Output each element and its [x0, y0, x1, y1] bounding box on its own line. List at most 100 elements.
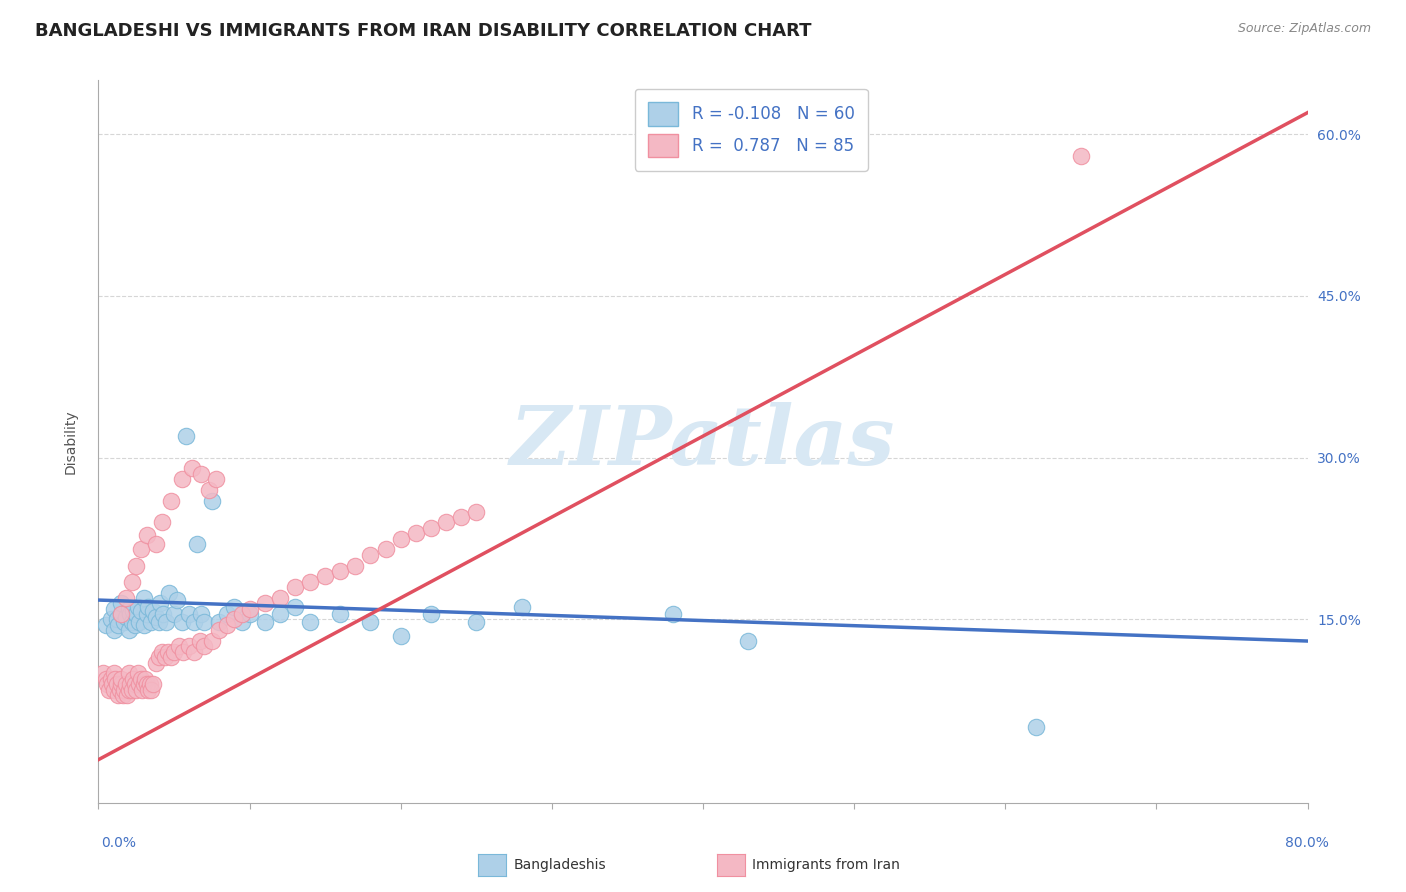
Point: [1070, 149, 1092, 163]
Point: [136, 599, 159, 614]
Point: [108, 682, 131, 697]
Point: [159, 585, 181, 599]
Point: [420, 607, 443, 621]
Point: [96, 677, 118, 691]
Point: [253, 615, 276, 629]
Point: [155, 615, 177, 629]
Point: [465, 615, 488, 629]
Text: 0.0%: 0.0%: [101, 836, 136, 850]
Point: [183, 645, 205, 659]
Point: [156, 645, 179, 659]
Point: [389, 532, 412, 546]
Point: [269, 607, 291, 621]
Point: [224, 599, 246, 614]
Point: [141, 615, 163, 629]
Point: [405, 526, 427, 541]
Point: [239, 601, 262, 615]
Point: [215, 618, 238, 632]
Point: [122, 672, 145, 686]
Point: [167, 640, 190, 654]
Point: [103, 666, 125, 681]
Point: [197, 483, 219, 497]
Point: [205, 472, 228, 486]
Point: [329, 564, 352, 578]
Point: [224, 612, 246, 626]
Point: [172, 645, 194, 659]
Point: [120, 607, 142, 621]
Point: [190, 607, 212, 621]
Point: [160, 650, 183, 665]
Point: [450, 510, 472, 524]
Point: [186, 537, 208, 551]
Point: [170, 615, 193, 629]
Point: [231, 615, 253, 629]
Point: [112, 615, 135, 629]
Point: [299, 574, 322, 589]
Text: Bangladeshis: Bangladeshis: [513, 858, 606, 872]
Point: [145, 656, 167, 670]
Point: [103, 682, 125, 697]
Point: [215, 607, 238, 621]
Point: [132, 591, 155, 605]
Point: [128, 615, 150, 629]
Point: [121, 574, 143, 589]
Point: [135, 677, 157, 691]
Point: [129, 672, 152, 686]
Point: [125, 558, 148, 573]
Point: [122, 604, 145, 618]
Point: [139, 677, 162, 691]
Point: [148, 650, 170, 665]
Point: [135, 607, 157, 621]
Point: [142, 677, 165, 691]
Point: [128, 677, 150, 691]
Point: [118, 666, 141, 681]
Point: [104, 672, 127, 686]
Point: [434, 516, 457, 530]
Text: Source: ZipAtlas.com: Source: ZipAtlas.com: [1237, 22, 1371, 36]
Point: [314, 569, 336, 583]
Point: [107, 688, 129, 702]
Point: [160, 493, 183, 508]
Point: [141, 682, 163, 697]
Point: [253, 596, 276, 610]
Point: [111, 688, 134, 702]
Point: [201, 634, 224, 648]
Point: [132, 677, 155, 691]
Y-axis label: Disability: Disability: [63, 409, 77, 474]
Point: [166, 593, 188, 607]
Point: [112, 682, 135, 697]
Point: [107, 618, 129, 632]
Point: [284, 599, 307, 614]
Point: [142, 604, 165, 618]
Point: [118, 682, 141, 697]
Point: [103, 624, 125, 638]
Point: [269, 591, 291, 605]
Point: [98, 682, 121, 697]
Point: [124, 677, 146, 691]
Point: [389, 629, 412, 643]
Point: [420, 521, 443, 535]
Point: [145, 537, 167, 551]
Point: [121, 682, 143, 697]
Point: [360, 615, 382, 629]
Point: [179, 607, 201, 621]
Point: [110, 607, 132, 621]
Point: [188, 634, 211, 648]
Point: [105, 677, 128, 691]
Point: [163, 607, 186, 621]
Text: ZIPatlas: ZIPatlas: [510, 401, 896, 482]
Point: [127, 599, 149, 614]
Point: [94, 618, 117, 632]
Point: [120, 677, 142, 691]
Point: [103, 601, 125, 615]
Point: [124, 618, 146, 632]
Point: [193, 615, 215, 629]
Point: [510, 599, 533, 614]
Point: [100, 672, 122, 686]
Point: [208, 624, 231, 638]
Point: [135, 528, 157, 542]
Point: [101, 677, 124, 691]
Point: [661, 607, 683, 621]
Point: [737, 634, 759, 648]
Point: [149, 596, 172, 610]
